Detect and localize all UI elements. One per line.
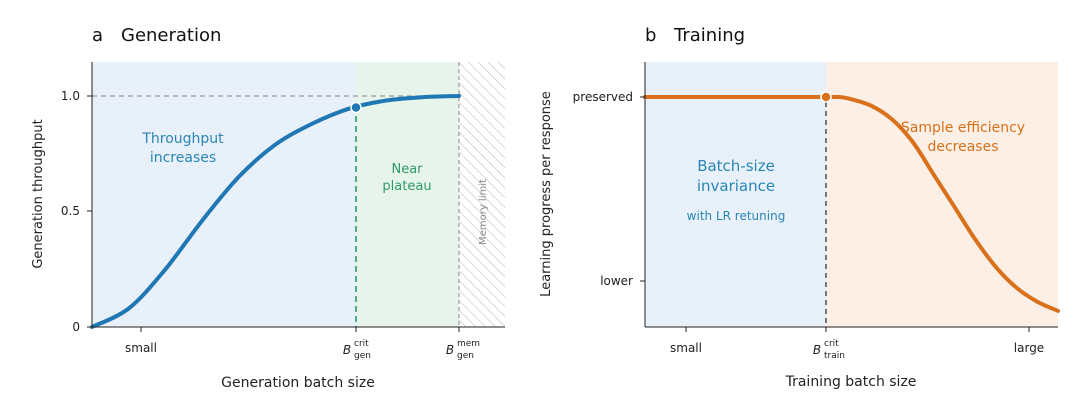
tick-sup: crit bbox=[354, 339, 369, 349]
panel-a: 0 0.5 1.0 small B crit gen B mem gen Thr… bbox=[31, 25, 505, 391]
y-tick-label: 0.5 bbox=[61, 204, 80, 218]
x-tick-label-crit-gen: B crit gen bbox=[343, 339, 371, 361]
invariance-sublabel: with LR retuning bbox=[687, 209, 786, 223]
learning-progress-curve bbox=[643, 94, 1060, 313]
plateau-label: plateau bbox=[382, 179, 431, 194]
tick-symbol: B bbox=[813, 343, 821, 357]
x-tick-label-small: small bbox=[670, 341, 702, 355]
plateau-label: Near bbox=[391, 162, 423, 177]
x-tick-label-crit-train: B crit train bbox=[813, 339, 845, 361]
crit-train-marker bbox=[820, 91, 832, 103]
tick-sub: train bbox=[824, 351, 845, 361]
panel-b-title: Training bbox=[673, 25, 745, 46]
throughput-label: increases bbox=[150, 150, 216, 166]
x-tick-label-mem-gen: B mem gen bbox=[446, 339, 480, 361]
x-tick-label-large: large bbox=[1014, 341, 1044, 355]
memory-limit-label: Memory limit bbox=[478, 179, 489, 245]
y-tick-label: lower bbox=[600, 274, 633, 288]
y-axis-label: Learning progress per response bbox=[539, 91, 554, 297]
throughput-curve bbox=[90, 94, 461, 329]
x-axis-label: Generation batch size bbox=[221, 375, 375, 391]
tick-symbol: B bbox=[343, 343, 351, 357]
efficiency-region bbox=[826, 62, 1058, 327]
tick-sup: mem bbox=[457, 339, 480, 349]
tick-sub: gen bbox=[354, 351, 371, 361]
y-tick-label: 0 bbox=[72, 320, 80, 334]
panel-b: lower preserved small B crit train large… bbox=[539, 25, 1060, 390]
x-axis-label: Training batch size bbox=[785, 374, 917, 390]
tick-sub: gen bbox=[457, 351, 474, 361]
efficiency-label: decreases bbox=[927, 139, 998, 155]
tick-sup: crit bbox=[824, 339, 839, 349]
invariance-label: Batch-size bbox=[697, 157, 775, 175]
panel-b-letter: b bbox=[645, 25, 656, 46]
tick-symbol: B bbox=[446, 343, 454, 357]
x-tick-label-small: small bbox=[125, 341, 157, 355]
panel-a-letter: a bbox=[92, 25, 103, 46]
memory-region bbox=[459, 62, 505, 327]
throughput-label: Throughput bbox=[141, 131, 224, 147]
plateau-region bbox=[356, 62, 459, 327]
y-tick-label: 1.0 bbox=[61, 89, 80, 103]
y-axis-label: Generation throughput bbox=[31, 119, 46, 268]
invariance-region bbox=[645, 62, 826, 327]
y-tick-label: preserved bbox=[573, 90, 633, 104]
crit-gen-marker bbox=[350, 101, 362, 114]
invariance-label: invariance bbox=[697, 177, 775, 195]
panel-a-title: Generation bbox=[121, 25, 221, 46]
efficiency-label: Sample efficiency bbox=[901, 120, 1025, 136]
